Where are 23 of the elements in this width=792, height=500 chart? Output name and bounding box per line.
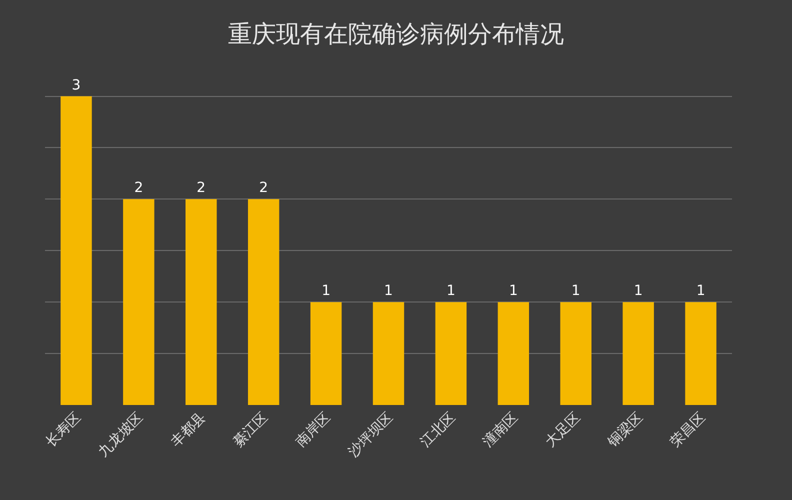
x-tick-label: 沙坪坝区 <box>345 409 396 460</box>
x-tick-label: 铜梁区 <box>604 409 646 452</box>
data-label: 1 <box>508 283 518 300</box>
data-label: 1 <box>696 283 706 300</box>
x-tick-label: 綦江区 <box>230 409 272 450</box>
data-label: 2 <box>259 180 268 196</box>
x-tick-label: 江北区 <box>418 409 459 450</box>
data-label: 3 <box>72 77 81 94</box>
chart-title: 重庆现有在院确诊病例分布情况 <box>228 20 564 48</box>
x-tick-label: 长寿区 <box>42 409 84 450</box>
x-tick-label: 荣昌区 <box>668 409 709 450</box>
x-tick-label: 潼南区 <box>480 409 522 450</box>
data-label: 1 <box>384 283 393 300</box>
data-label: 2 <box>196 180 206 196</box>
x-tick-label: 九龙坡区 <box>96 409 146 460</box>
data-label: 2 <box>134 180 144 196</box>
x-tick-label: 南岸区 <box>292 409 334 450</box>
data-label: 1 <box>571 283 580 300</box>
x-tick-label: 丰都县 <box>168 409 209 450</box>
data-label: 1 <box>446 283 456 300</box>
data-label: 1 <box>322 283 331 300</box>
x-tick-label: 大足区 <box>542 409 584 450</box>
data-label: 1 <box>634 283 643 300</box>
